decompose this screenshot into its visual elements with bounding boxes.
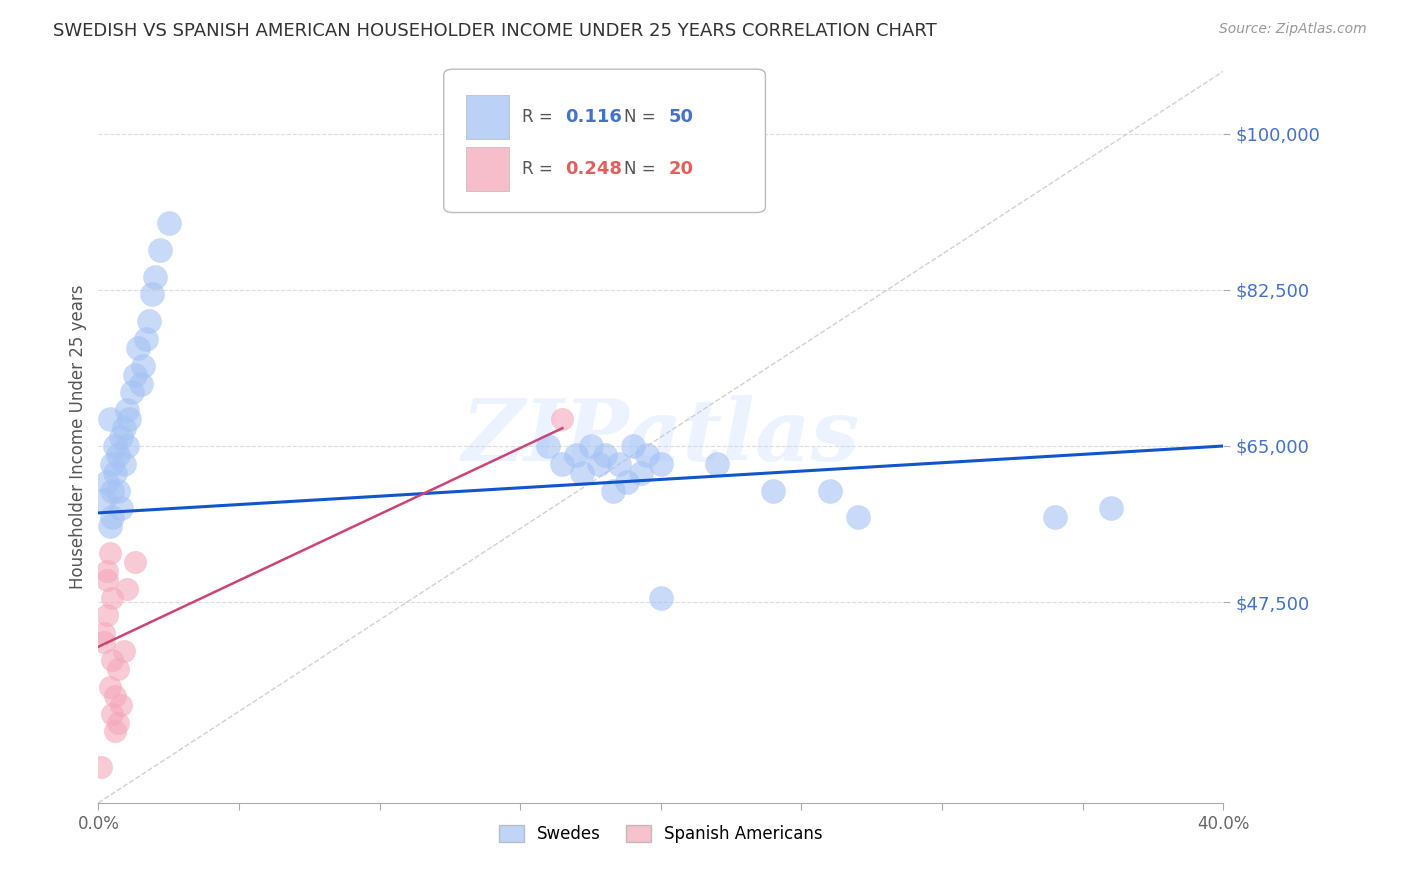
Point (571, 466, 593, 480)
Point (98, 412, 121, 426)
Point (101, 457, 124, 471)
Point (138, 314, 160, 328)
Point (118, 412, 141, 426)
Point (98, 519, 121, 533)
Point (129, 376, 152, 391)
Point (101, 653, 124, 667)
Point (630, 466, 652, 480)
Point (93, 635, 115, 649)
Point (762, 483, 785, 498)
Text: ZIPatlas: ZIPatlas (461, 395, 860, 479)
Text: SWEDISH VS SPANISH AMERICAN HOUSEHOLDER INCOME UNDER 25 YEARS CORRELATION CHART: SWEDISH VS SPANISH AMERICAN HOUSEHOLDER … (53, 22, 938, 40)
Text: 0.248: 0.248 (565, 160, 623, 178)
Point (551, 457, 574, 471)
Point (96, 475, 118, 489)
FancyBboxPatch shape (467, 146, 509, 191)
Point (110, 430, 132, 444)
Point (143, 269, 166, 284)
Point (112, 644, 135, 658)
Point (602, 483, 624, 498)
Point (1099, 501, 1122, 516)
Point (101, 706, 124, 721)
Point (112, 457, 135, 471)
Point (121, 385, 143, 400)
Point (112, 421, 135, 435)
Point (93, 626, 115, 640)
Text: 50: 50 (669, 109, 693, 127)
Point (127, 341, 149, 355)
Point (104, 689, 127, 703)
Point (132, 359, 155, 373)
Point (98, 546, 121, 560)
Point (107, 448, 129, 462)
Point (110, 501, 132, 516)
FancyBboxPatch shape (444, 70, 765, 212)
Point (96, 608, 118, 623)
Point (115, 582, 138, 596)
Text: 20: 20 (669, 160, 693, 178)
Point (607, 457, 630, 471)
Legend: Swedes, Spanish Americans: Swedes, Spanish Americans (485, 812, 837, 856)
Point (565, 448, 588, 462)
Point (124, 368, 146, 382)
Point (98, 680, 121, 694)
Point (135, 332, 157, 346)
Point (101, 510, 124, 524)
Point (96, 573, 118, 587)
Point (101, 483, 124, 498)
Point (110, 698, 132, 712)
Text: N =: N = (624, 160, 661, 178)
Point (104, 466, 127, 480)
Point (124, 555, 146, 569)
Point (104, 439, 127, 453)
Y-axis label: Householder Income Under 25 years: Householder Income Under 25 years (69, 285, 87, 590)
Text: N =: N = (624, 109, 661, 127)
Point (650, 591, 672, 605)
Point (149, 243, 172, 257)
Point (90, 760, 112, 774)
FancyBboxPatch shape (467, 95, 509, 139)
Point (115, 403, 138, 417)
Point (588, 457, 610, 471)
Point (115, 439, 138, 453)
Point (706, 457, 728, 471)
Point (141, 287, 163, 301)
Point (157, 216, 180, 230)
Point (1043, 510, 1066, 524)
Text: R =: R = (523, 109, 558, 127)
Point (107, 662, 129, 676)
Point (537, 439, 560, 453)
Text: 0.116: 0.116 (565, 109, 621, 127)
Point (650, 457, 672, 471)
Point (101, 591, 124, 605)
Point (93, 492, 115, 507)
Point (846, 510, 869, 524)
Point (593, 448, 616, 462)
Point (621, 439, 644, 453)
Point (104, 724, 127, 739)
Text: R =: R = (523, 160, 558, 178)
Point (818, 483, 841, 498)
Point (107, 483, 129, 498)
Text: Source: ZipAtlas.com: Source: ZipAtlas.com (1219, 22, 1367, 37)
Point (96, 564, 118, 578)
Point (579, 439, 602, 453)
Point (616, 475, 638, 489)
Point (551, 412, 574, 426)
Point (107, 715, 129, 730)
Point (636, 448, 658, 462)
